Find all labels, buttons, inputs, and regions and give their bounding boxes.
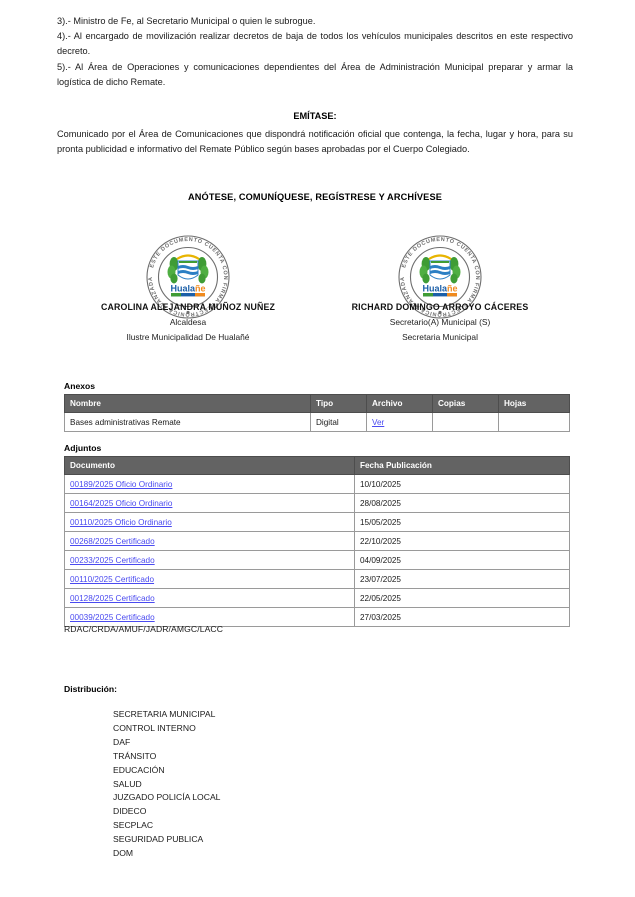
table-row: 00268/2025 Certificado 22/10/2025 <box>64 531 570 551</box>
adjunto-documento: 00268/2025 Certificado <box>64 531 355 551</box>
anexos-col-tipo: Tipo <box>310 394 367 413</box>
table-row: 00164/2025 Oficio Ordinario 28/08/2025 <box>64 493 570 513</box>
emitase-heading: EMÍTASE: <box>293 111 337 121</box>
anexos-col-archivo: Archivo <box>366 394 433 413</box>
adjuntos-col-documento: Documento <box>64 456 355 475</box>
adjuntos-col-fecha: Fecha Publicación <box>354 456 570 475</box>
anexos-col-nombre: Nombre <box>64 394 311 413</box>
body-paragraph-4: 4).- Al encargado de movilización realiz… <box>57 31 573 57</box>
adjunto-documento: 00110/2025 Certificado <box>64 569 355 589</box>
list-item: DIDECO <box>113 806 147 817</box>
adjunto-documento: 00164/2025 Oficio Ordinario <box>64 493 355 513</box>
list-item: JUZGADO POLICÍA LOCAL <box>113 792 221 803</box>
adjunto-fecha: 22/10/2025 <box>354 531 570 551</box>
document-body: 3).- Ministro de Fe, al Secretario Munic… <box>57 14 573 90</box>
reference-code: RDAC/CRDA/AMUF/JADR/AMGC/LACC <box>64 624 224 634</box>
anexos-table: Nombre Tipo Archivo Copias Hojas Bases a… <box>64 394 570 432</box>
adjunto-link[interactable]: 00039/2025 Certificado <box>70 612 155 622</box>
adjunto-link[interactable]: 00189/2025 Oficio Ordinario <box>70 479 173 489</box>
stamp-wrapper-right: ESTE DOCUMENTO CUENTA CON FIRMA ELECTRÓN… <box>315 232 565 324</box>
signature-role: Alcaldesa <box>169 317 207 327</box>
electronic-signature-stamp-icon: ESTE DOCUMENTO CUENTA CON FIRMA ELECTRÓN… <box>143 232 233 322</box>
table-row: Bases administrativas Remate Digital Ver <box>64 412 570 432</box>
anexo-nombre: Bases administrativas Remate <box>64 412 311 432</box>
anexos-section: Anexos Nombre Tipo Archivo Copias Hojas … <box>64 381 570 432</box>
adjunto-documento: 00110/2025 Oficio Ordinario <box>64 512 355 532</box>
list-item: EDUCACIÓN <box>113 764 165 775</box>
anexo-tipo: Digital <box>310 412 367 432</box>
adjunto-link[interactable]: 00110/2025 Oficio Ordinario <box>70 517 172 527</box>
adjunto-link[interactable]: 00110/2025 Certificado <box>70 574 155 584</box>
signature-org: Secretaria Municipal <box>402 332 478 342</box>
table-row: 00233/2025 Certificado 04/09/2025 <box>64 550 570 570</box>
adjuntos-label: Adjuntos <box>64 443 102 453</box>
adjuntos-table: Documento Fecha Publicación 00189/2025 O… <box>64 456 570 627</box>
anexos-label: Anexos <box>64 381 96 391</box>
signature-block-secretario: ESTE DOCUMENTO CUENTA CON FIRMA ELECTRÓN… <box>315 232 565 342</box>
table-row: 00039/2025 Certificado 27/03/2025 <box>64 607 570 627</box>
anexos-col-hojas: Hojas <box>498 394 570 413</box>
adjunto-fecha: 10/10/2025 <box>354 474 570 494</box>
anexo-ver-link[interactable]: Ver <box>372 417 385 427</box>
anotese-heading: ANÓTESE, COMUNÍQUESE, REGÍSTRESE Y ARCHÍ… <box>187 192 443 202</box>
body-paragraph-5: 5).- Al Área de Operaciones y comunicaci… <box>57 61 573 87</box>
adjunto-documento: 00233/2025 Certificado <box>64 550 355 570</box>
adjunto-fecha: 22/05/2025 <box>354 588 570 608</box>
adjunto-link[interactable]: 00233/2025 Certificado <box>70 555 155 565</box>
adjunto-fecha: 15/05/2025 <box>354 512 570 532</box>
list-item: SECPLAC <box>113 820 154 831</box>
adjunto-documento: 00128/2025 Certificado <box>64 588 355 608</box>
svg-text:Hualañe: Hualañe <box>170 284 205 294</box>
anexo-hojas <box>498 412 570 432</box>
adjunto-link[interactable]: 00164/2025 Oficio Ordinario <box>70 498 173 508</box>
signature-name: CAROLINA ALEJANDRA MUÑOZ NUÑEZ <box>100 302 276 312</box>
adjunto-link[interactable]: 00128/2025 Certificado <box>70 593 155 603</box>
anexos-col-copias: Copias <box>432 394 499 413</box>
table-row: 00110/2025 Certificado 23/07/2025 <box>64 569 570 589</box>
emitase-text: Comunicado por el Área de Comunicaciones… <box>57 129 573 155</box>
adjunto-fecha: 04/09/2025 <box>354 550 570 570</box>
anexo-copias <box>432 412 499 432</box>
list-item: CONTROL INTERNO <box>113 722 196 733</box>
table-row: 00189/2025 Oficio Ordinario 10/10/2025 <box>64 474 570 494</box>
stamp-wrapper-left: ESTE DOCUMENTO CUENTA CON FIRMA ELECTRÓN… <box>63 232 313 324</box>
signature-name: RICHARD DOMINGO ARROYO CÁCERES <box>351 302 529 312</box>
adjuntos-header-row: Documento Fecha Publicación <box>64 456 570 475</box>
distribucion-label: Distribución: <box>64 684 117 694</box>
distribucion-list: SECRETARIA MUNICIPAL CONTROL INTERNO DAF… <box>113 708 220 861</box>
list-item: TRÁNSITO <box>113 750 157 761</box>
svg-text:Hualañe: Hualañe <box>422 284 457 294</box>
body-paragraph-3: 3).- Ministro de Fe, al Secretario Munic… <box>57 16 316 26</box>
list-item: SECRETARIA MUNICIPAL <box>113 709 216 719</box>
anexos-header-row: Nombre Tipo Archivo Copias Hojas <box>64 394 570 413</box>
adjunto-documento: 00189/2025 Oficio Ordinario <box>64 474 355 494</box>
adjunto-fecha: 27/03/2025 <box>354 607 570 627</box>
list-item: SALUD <box>113 778 142 789</box>
adjuntos-section: Adjuntos Documento Fecha Publicación 001… <box>64 443 570 627</box>
signature-org: Ilustre Municipalidad De Hualañé <box>126 332 250 342</box>
adjunto-fecha: 23/07/2025 <box>354 569 570 589</box>
table-row: 00110/2025 Oficio Ordinario 15/05/2025 <box>64 512 570 532</box>
electronic-signature-stamp-icon: ESTE DOCUMENTO CUENTA CON FIRMA ELECTRÓN… <box>395 232 485 322</box>
adjunto-link[interactable]: 00268/2025 Certificado <box>70 536 155 546</box>
list-item: SEGURIDAD PUBLICA <box>113 834 204 845</box>
anexo-archivo: Ver <box>366 412 433 432</box>
table-row: 00128/2025 Certificado 22/05/2025 <box>64 588 570 608</box>
signature-role: Secretario(A) Municipal (S) <box>389 317 491 327</box>
list-item: DOM <box>113 848 134 859</box>
adjunto-fecha: 28/08/2025 <box>354 493 570 513</box>
signature-block-alcaldesa: ESTE DOCUMENTO CUENTA CON FIRMA ELECTRÓN… <box>63 232 313 342</box>
list-item: DAF <box>113 736 131 747</box>
